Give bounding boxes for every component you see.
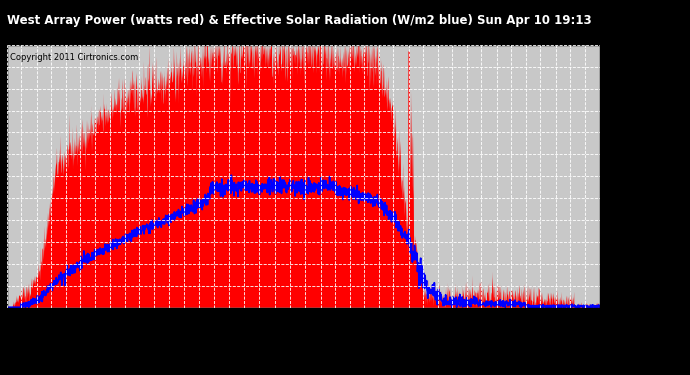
Text: Copyright 2011 Cirtronics.com: Copyright 2011 Cirtronics.com: [10, 53, 138, 62]
Text: West Array Power (watts red) & Effective Solar Radiation (W/m2 blue) Sun Apr 10 : West Array Power (watts red) & Effective…: [7, 14, 591, 27]
